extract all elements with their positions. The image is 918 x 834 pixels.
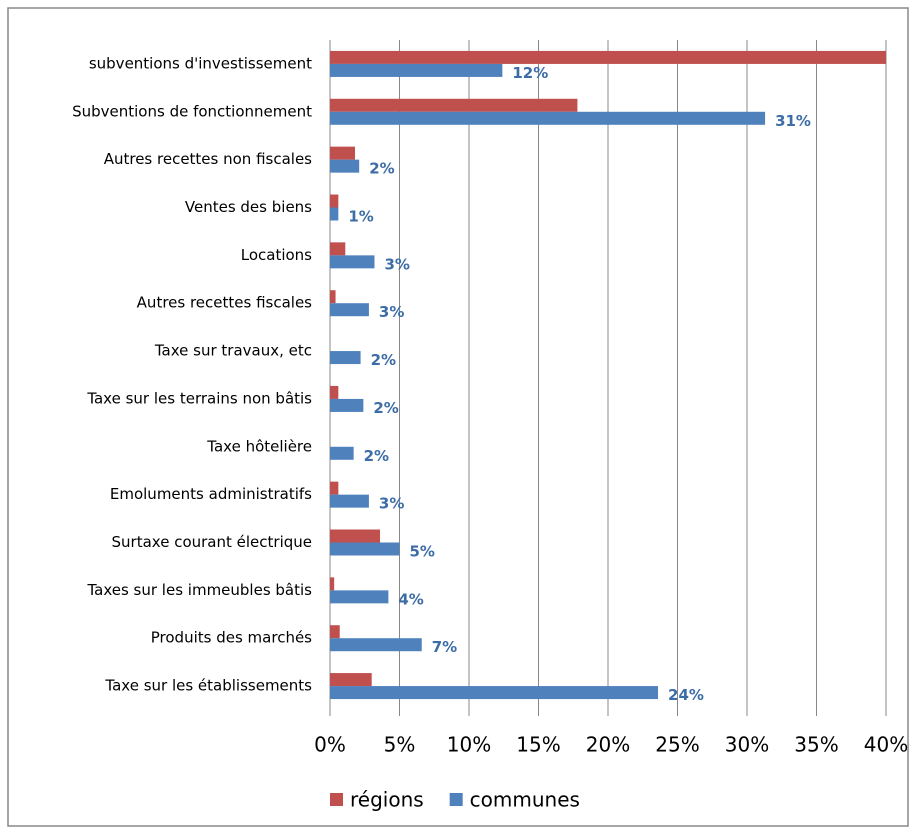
value-label: 5% [410,543,435,561]
bar [330,255,375,269]
bar [330,63,503,77]
bar [330,146,356,160]
legend-swatch [449,793,463,806]
category-label: Taxes sur les immeubles bâtis [86,581,312,599]
legend-swatch [330,793,343,806]
category-label: Autres recettes non fiscales [104,150,312,168]
x-tick-label: 40% [864,733,908,757]
bar [330,625,340,639]
bar [330,303,369,317]
value-label: 2% [364,447,389,465]
bar [330,385,339,399]
category-label: Ventes des biens [185,198,312,216]
bar [330,577,335,591]
value-label: 3% [384,255,409,273]
x-tick-label: 25% [655,733,699,757]
bar [330,494,369,508]
bar [330,351,361,365]
category-label: Subventions de fonctionnement [72,102,312,120]
bar [330,111,766,125]
bar [330,446,354,460]
category-label: Locations [241,246,312,264]
x-tick-label: 0% [314,733,346,757]
category-label: Produits des marchés [151,629,312,647]
category-label: Autres recettes fiscales [137,294,313,312]
x-tick-label: 35% [794,733,838,757]
chart-frame [7,7,909,827]
bar [330,290,336,304]
value-label: 3% [379,495,404,513]
value-label: 2% [371,351,396,369]
category-label: Surtaxe courant électrique [112,533,312,551]
bar [330,207,339,221]
legend-label: régions [350,788,424,812]
bar [330,50,886,64]
legend-label: communes [470,788,580,812]
bar [330,159,360,173]
bar [330,98,578,112]
value-label: 1% [348,208,373,226]
category-label: Taxe sur travaux, etc [154,342,312,360]
bar [330,638,422,652]
bar [330,242,346,256]
category-label: Taxe hôtelière [206,437,312,455]
value-label: 2% [373,399,398,417]
bar [330,529,381,543]
bar [330,590,389,604]
value-label: 2% [369,160,394,178]
value-label: 12% [512,64,548,82]
value-label: 31% [775,112,811,130]
bar [330,194,339,208]
bar [330,673,372,687]
value-label: 7% [432,638,457,656]
value-label: 3% [379,303,404,321]
value-label: 24% [668,686,704,704]
x-tick-label: 10% [447,733,491,757]
category-label: Taxe sur les terrains non bâtis [86,389,312,407]
value-label: 4% [398,590,423,608]
x-tick-label: 5% [384,733,416,757]
bar [330,542,400,556]
bar [330,481,339,495]
x-tick-label: 30% [725,733,769,757]
category-label: Taxe sur les établissements [104,677,312,695]
bar [330,398,364,412]
category-label: subventions d'investissement [89,54,312,72]
bar [330,686,659,700]
category-label: Emoluments administratifs [110,485,312,503]
x-tick-label: 15% [516,733,560,757]
x-tick-label: 20% [586,733,630,757]
